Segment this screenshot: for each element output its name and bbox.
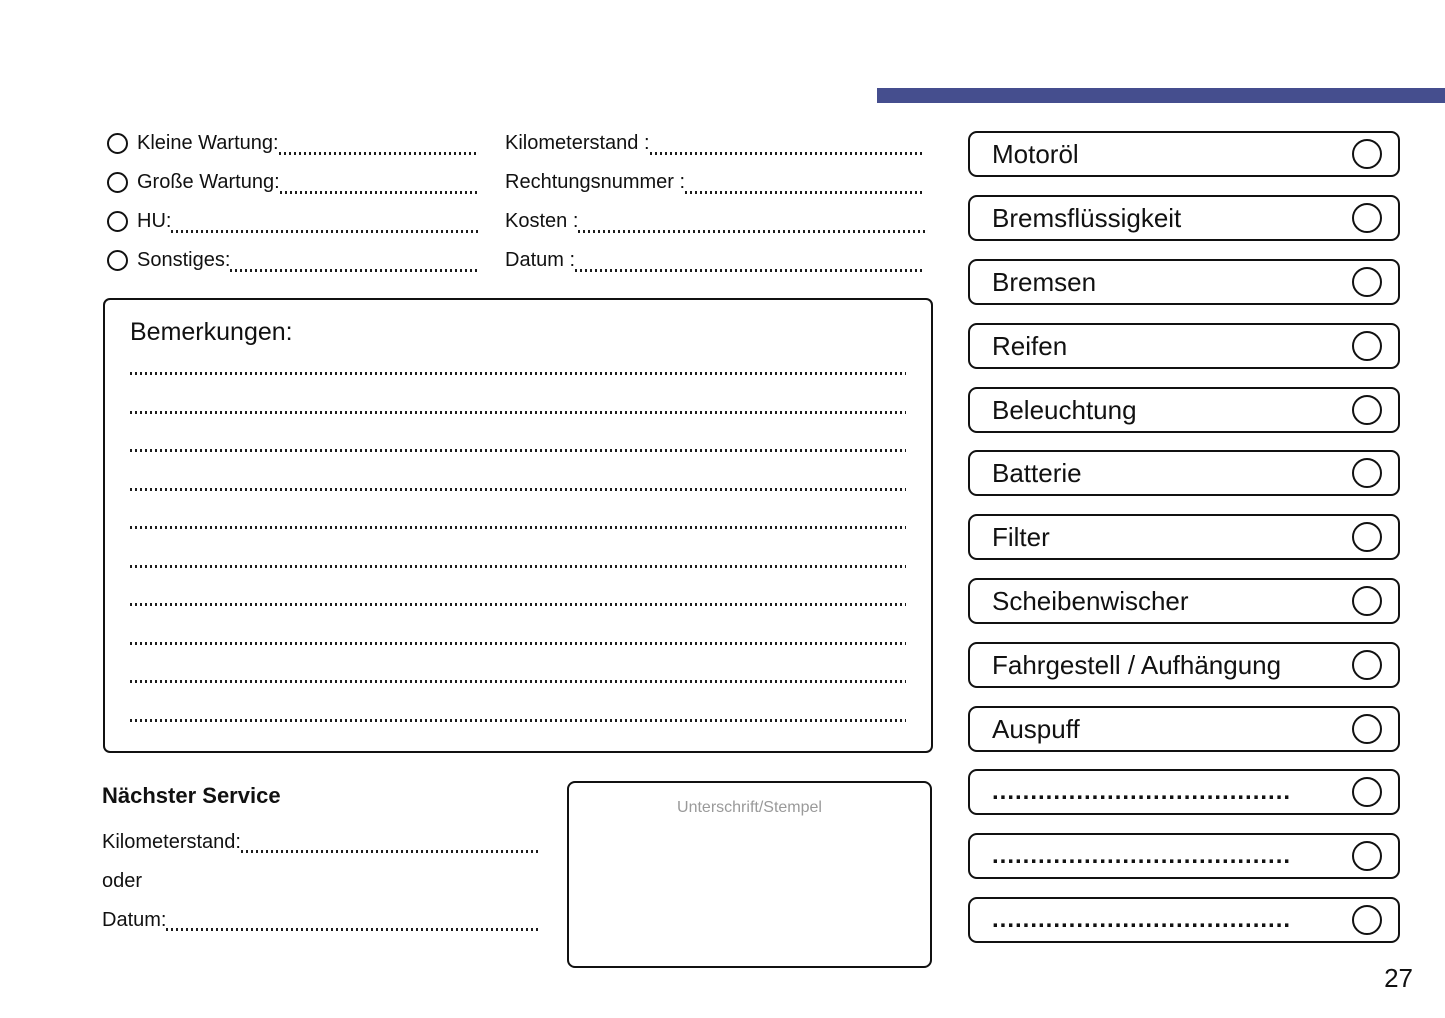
check-circle-icon[interactable]: [1352, 267, 1382, 297]
info-label: Datum :: [505, 249, 576, 271]
checklist-label: Scheibenwischer: [992, 586, 1189, 616]
write-in-line[interactable]: [279, 191, 478, 194]
radio-circle-icon[interactable]: [107, 171, 128, 193]
checklist-label: Bremsen: [992, 267, 1097, 297]
write-in-line[interactable]: [578, 230, 925, 233]
check-circle-icon[interactable]: [1352, 203, 1382, 233]
next-service-oder-label: oder: [102, 870, 143, 892]
checklist-write-in-label[interactable]: .......................................: [992, 778, 1292, 805]
service-type-label: Große Wartung:: [137, 171, 280, 193]
remarks-box: Bemerkungen:: [103, 298, 933, 753]
check-circle-icon[interactable]: [1352, 841, 1382, 871]
checklist-item-scheibenwischer: Scheibenwischer: [968, 578, 1400, 624]
checklist-label: Batterie: [992, 458, 1082, 488]
write-in-line[interactable]: [130, 718, 906, 722]
checklist-label: Beleuchtung: [992, 395, 1137, 425]
remarks-title: Bemerkungen:: [130, 318, 293, 346]
check-circle-icon[interactable]: [1352, 139, 1382, 169]
write-in-line[interactable]: [130, 641, 906, 645]
info-row-datum: Datum :: [505, 245, 925, 275]
check-circle-icon[interactable]: [1352, 777, 1382, 807]
write-in-line[interactable]: [130, 410, 906, 414]
next-service-datum-row: Datum:: [102, 906, 540, 934]
check-circle-icon[interactable]: [1352, 586, 1382, 616]
info-label: Kilometerstand :: [505, 132, 650, 154]
checklist-item-blank-2: .......................................: [968, 833, 1400, 879]
checklist-item-motoroel: Motoröl: [968, 131, 1400, 177]
write-in-line[interactable]: [171, 230, 478, 233]
checklist-item-beleuchtung: Beleuchtung: [968, 387, 1400, 433]
checklist-item-filter: Filter: [968, 514, 1400, 560]
checklist-label: Reifen: [992, 331, 1068, 361]
write-in-line[interactable]: [166, 928, 540, 931]
remarks-write-in-area[interactable]: [130, 372, 906, 722]
next-service-kilometerstand-label: Kilometerstand:: [102, 831, 241, 853]
service-type-label: Kleine Wartung:: [137, 132, 279, 154]
service-type-label: HU:: [137, 210, 172, 232]
checklist-item-reifen: Reifen: [968, 323, 1400, 369]
write-in-line[interactable]: [130, 487, 906, 491]
check-circle-icon[interactable]: [1352, 395, 1382, 425]
check-circle-icon[interactable]: [1352, 714, 1382, 744]
page-number: 27: [1384, 963, 1413, 993]
write-in-line[interactable]: [240, 850, 540, 853]
check-circle-icon[interactable]: [1352, 522, 1382, 552]
check-circle-icon[interactable]: [1352, 458, 1382, 488]
checklist-item-blank-1: .......................................: [968, 769, 1400, 815]
service-type-label: Sonstiges:: [137, 249, 231, 271]
write-in-line[interactable]: [130, 449, 906, 453]
checklist-item-blank-3: .......................................: [968, 897, 1400, 943]
signature-stamp-box[interactable]: Unterschrift/Stempel: [567, 781, 932, 968]
checklist-item-fahrgestell-aufhaengung: Fahrgestell / Aufhängung: [968, 642, 1400, 688]
header-accent-bar: [877, 88, 1445, 103]
checklist-write-in-label[interactable]: .......................................: [992, 842, 1292, 869]
check-circle-icon[interactable]: [1352, 650, 1382, 680]
radio-circle-icon[interactable]: [107, 132, 128, 154]
checklist-label: Filter: [992, 522, 1050, 552]
checklist-label: Auspuff: [992, 714, 1080, 744]
write-in-line[interactable]: [130, 526, 906, 530]
service-type-row-kleine-wartung: Kleine Wartung:: [107, 128, 478, 158]
checklist-item-bremsfluessigkeit: Bremsflüssigkeit: [968, 195, 1400, 241]
radio-circle-icon[interactable]: [107, 249, 128, 271]
service-type-row-grosse-wartung: Große Wartung:: [107, 167, 478, 197]
info-row-rechtungsnummer: Rechtungsnummer :: [505, 167, 925, 197]
write-in-line[interactable]: [685, 191, 925, 194]
write-in-line[interactable]: [130, 372, 906, 375]
next-service-kilometerstand-row: Kilometerstand:: [102, 828, 540, 856]
write-in-line[interactable]: [130, 564, 906, 568]
checklist-label: Motoröl: [992, 139, 1079, 169]
next-service-title: Nächster Service: [102, 783, 281, 808]
write-in-line[interactable]: [575, 269, 925, 272]
next-service-oder-row: oder: [102, 867, 540, 895]
write-in-line[interactable]: [130, 680, 906, 684]
service-type-row-hu: HU:: [107, 206, 478, 236]
check-circle-icon[interactable]: [1352, 331, 1382, 361]
next-service-datum-label: Datum:: [102, 909, 167, 931]
checklist-item-batterie: Batterie: [968, 450, 1400, 496]
info-label: Kosten :: [505, 210, 579, 232]
checklist-item-auspuff: Auspuff: [968, 706, 1400, 752]
info-row-kilometerstand: Kilometerstand :: [505, 128, 925, 158]
checklist-label: Fahrgestell / Aufhängung: [992, 650, 1282, 680]
info-label: Rechtungsnummer :: [505, 171, 686, 193]
write-in-line[interactable]: [278, 152, 478, 155]
write-in-line[interactable]: [230, 269, 478, 272]
write-in-line[interactable]: [649, 152, 925, 155]
info-row-kosten: Kosten :: [505, 206, 925, 236]
service-type-row-sonstiges: Sonstiges:: [107, 245, 478, 275]
signature-placeholder: Unterschrift/Stempel: [677, 799, 822, 816]
write-in-line[interactable]: [130, 603, 906, 607]
check-circle-icon[interactable]: [1352, 905, 1382, 935]
checklist-label: Bremsflüssigkeit: [992, 203, 1182, 233]
checklist-write-in-label[interactable]: .......................................: [992, 906, 1292, 933]
checklist-item-bremsen: Bremsen: [968, 259, 1400, 305]
radio-circle-icon[interactable]: [107, 210, 128, 232]
